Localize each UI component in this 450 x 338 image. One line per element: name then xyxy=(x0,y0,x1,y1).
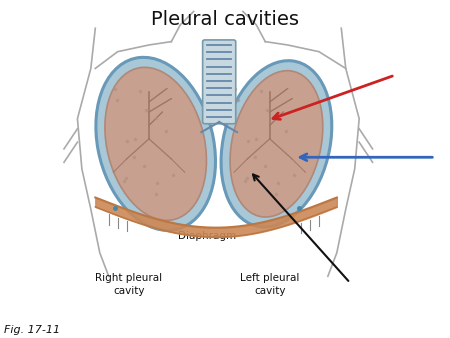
Ellipse shape xyxy=(230,71,323,217)
Text: Fig. 17-11: Fig. 17-11 xyxy=(4,325,60,335)
Text: Right pleural
cavity: Right pleural cavity xyxy=(95,273,162,296)
Text: Diaphragm: Diaphragm xyxy=(178,231,236,241)
FancyBboxPatch shape xyxy=(202,40,236,124)
Text: Pleural cavities: Pleural cavities xyxy=(151,10,299,29)
Ellipse shape xyxy=(96,57,216,231)
Ellipse shape xyxy=(221,61,332,227)
Text: Left pleural
cavity: Left pleural cavity xyxy=(240,273,299,296)
Ellipse shape xyxy=(105,67,207,220)
